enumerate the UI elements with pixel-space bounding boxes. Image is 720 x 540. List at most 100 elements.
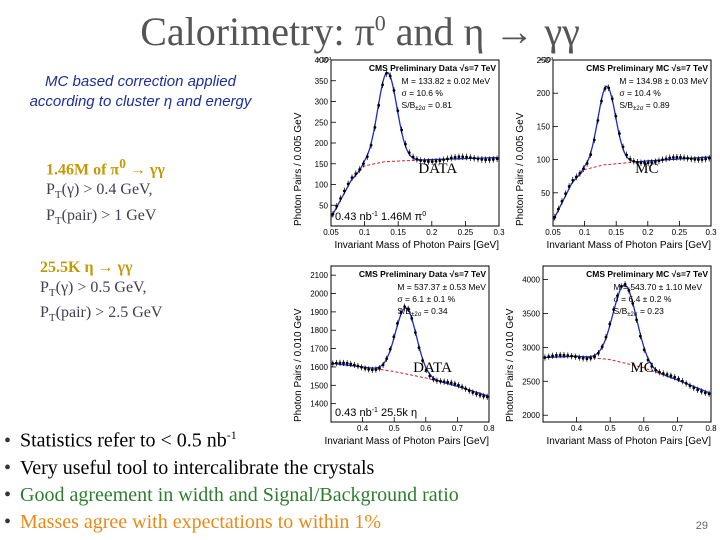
- data-point: [352, 363, 356, 367]
- x-tick-label: 0.3: [705, 228, 717, 237]
- y-tick-label: 200: [315, 139, 329, 148]
- data-point: [413, 331, 417, 334]
- data-point: [554, 353, 558, 357]
- x-axis-title: Invariant Mass of Photon Pairs [GeV]: [334, 240, 499, 251]
- data-point: [471, 391, 475, 394]
- x-tick-label: 0.6: [420, 424, 432, 433]
- data-point: [628, 157, 632, 161]
- fit-stat-line: S/B±2σ = 0.89: [619, 100, 670, 112]
- fit-stat-line: σ = 6.4 ± 0.2 %: [614, 294, 672, 304]
- data-point: [661, 158, 664, 162]
- plot-frame: [552, 59, 712, 227]
- data-point: [650, 364, 654, 368]
- y-tick-label: 50: [541, 189, 550, 198]
- plot-frame: [542, 265, 712, 423]
- x-axis-title: Invariant Mass of Photon Pairs [GeV]: [546, 240, 711, 251]
- data-point: [697, 158, 700, 162]
- data-point: [614, 114, 618, 118]
- data-point: [707, 392, 711, 396]
- data-point: [642, 348, 646, 352]
- fit-stat-line: σ = 10.6 %: [402, 88, 444, 98]
- plot-title: CMS Preliminary MC √s=7 TeV: [586, 269, 708, 279]
- data-point: [653, 160, 657, 164]
- bullet-intercalibration: • Very useful tool to intercalibrate the …: [4, 456, 375, 479]
- y-tick-label: 400: [315, 56, 329, 65]
- y-axis-title: Photon Pairs / 0.010 GeV: [505, 308, 516, 422]
- data-point: [426, 160, 430, 163]
- data-point: [635, 318, 638, 322]
- x-tick-label: 0.5: [389, 424, 401, 433]
- data-point: [600, 345, 604, 349]
- data-point: [378, 366, 381, 370]
- x-tick-label: 0.25: [458, 228, 474, 237]
- data-point: [688, 384, 692, 388]
- data-point: [461, 155, 465, 159]
- x-tick-label: 0.8: [483, 424, 495, 433]
- data-point: [661, 372, 665, 375]
- data-point: [574, 355, 577, 359]
- data-point: [610, 97, 614, 101]
- data-point: [485, 395, 489, 399]
- data-point: [665, 373, 669, 376]
- data-point: [419, 159, 423, 162]
- page-number: 29: [695, 520, 708, 532]
- data-point: [411, 155, 415, 159]
- data-point: [566, 354, 570, 357]
- data-point: [334, 361, 338, 365]
- data-point: [365, 155, 369, 159]
- data-point: [592, 138, 596, 142]
- data-point: [600, 99, 603, 103]
- pi0-pair-pt-cut: PT(pair) > 1 GeV: [46, 206, 157, 227]
- data-point: [406, 307, 410, 311]
- data-point: [396, 109, 400, 113]
- data-point: [700, 390, 703, 393]
- data-point: [388, 74, 392, 78]
- data-point: [581, 356, 585, 360]
- data-point: [346, 182, 350, 186]
- data-point: [589, 153, 593, 156]
- data-point: [377, 103, 381, 107]
- data-point: [677, 377, 680, 381]
- data-point: [675, 155, 679, 159]
- y-tick-label: 1700: [310, 345, 328, 354]
- data-point: [388, 347, 392, 351]
- x-tick-label: 0.4: [357, 424, 369, 433]
- data-point: [627, 289, 631, 292]
- data-point: [438, 159, 442, 163]
- fit-stat-line: M = 537.37 ± 0.53 MeV: [397, 282, 486, 292]
- eta-photon-pt-cut: PT(γ) > 0.5 GeV,: [40, 279, 147, 300]
- data-point: [564, 192, 567, 196]
- data-point: [338, 361, 342, 365]
- data-point: [404, 142, 407, 146]
- eta-pair-pt-cut: PT(pair) > 2.5 GeV: [40, 304, 163, 325]
- data-point: [335, 204, 339, 208]
- data-point: [449, 381, 453, 385]
- data-point: [381, 363, 385, 367]
- data-point: [354, 172, 358, 176]
- data-point: [384, 72, 388, 75]
- y-tick-label: 1600: [310, 363, 328, 372]
- data-point: [484, 158, 488, 162]
- data-point: [430, 160, 434, 163]
- data-point: [585, 162, 589, 165]
- pi0-photon-pt-cut: PT(γ) > 0.4 GeV,: [46, 181, 153, 202]
- x-tick-label: 0.1: [359, 228, 371, 237]
- data-point: [562, 353, 566, 357]
- data-point: [596, 119, 600, 122]
- data-point: [472, 156, 476, 160]
- data-point: [465, 155, 468, 159]
- data-point: [495, 157, 499, 161]
- data-point: [453, 155, 457, 159]
- pi0-data-plot: 50 100 150 200 250 300 350 400 0.05 0.1 0.15 0.2 0.2…: [293, 56, 505, 251]
- data-point: [585, 357, 589, 361]
- y-axis-multiplier: ×10³: [539, 57, 554, 64]
- y-tick-label: 250: [537, 56, 551, 65]
- mc-correction-note: MC based correction applied according to…: [8, 72, 273, 112]
- plot-title: CMS Preliminary Data √s=7 TeV: [369, 63, 496, 73]
- eta-data-plot: 1400 1500 1600 1700 1800 1900 2000 2100 0.4 0.5 0.…: [293, 265, 495, 447]
- data-point: [331, 362, 335, 365]
- bullet-statistics: • Statistics refer to < 0.5 nb-1: [4, 428, 237, 452]
- data-point: [646, 358, 650, 362]
- plot-title: CMS Preliminary Data √s=7 TeV: [359, 269, 486, 279]
- data-point: [671, 155, 675, 159]
